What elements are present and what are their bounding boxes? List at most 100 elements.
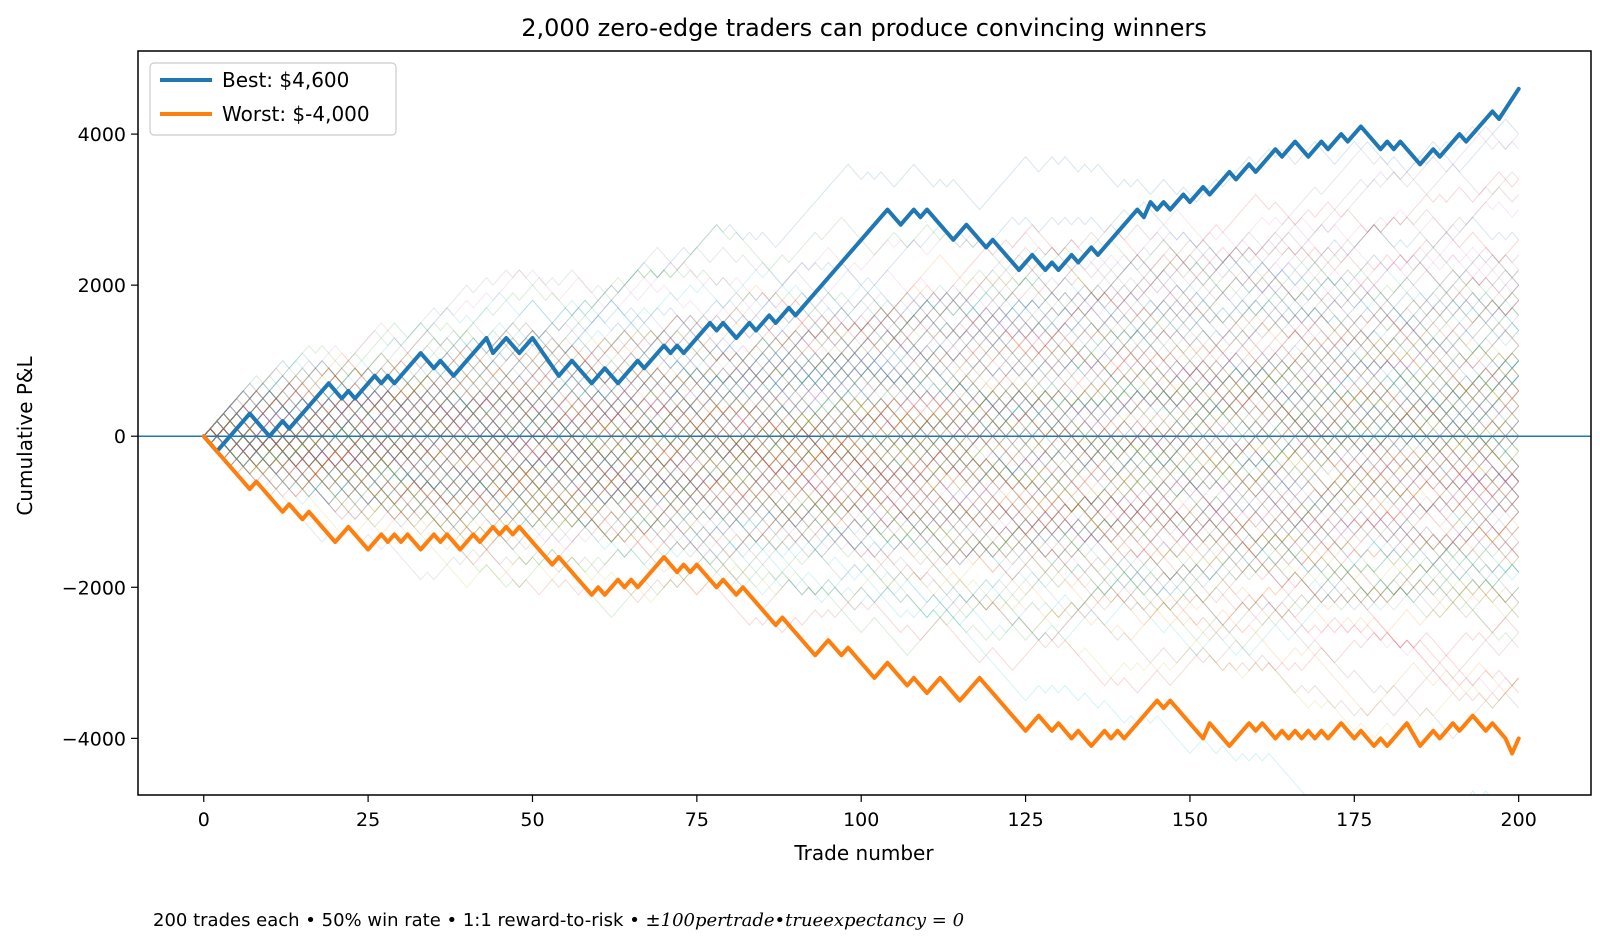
trader-path (203, 405, 1520, 498)
trader-path (203, 405, 1520, 611)
highlighted-series (201, 86, 1521, 756)
trader-path (203, 390, 1520, 551)
trader-path (203, 405, 1520, 611)
trader-path (203, 329, 1520, 468)
trader-path (203, 322, 1520, 513)
x-tick-label: 150 (1172, 809, 1208, 831)
trader-path (203, 420, 1520, 573)
trader-path (203, 435, 1520, 649)
x-axis-ticks: 0 25 50 75 100 125 150 175 200 (198, 795, 1537, 831)
trader-path (203, 352, 1520, 468)
trader-path (203, 435, 1520, 717)
trader-path (203, 397, 1520, 528)
trader-path (203, 427, 1520, 566)
trader-path (203, 397, 1520, 551)
trader-path (203, 382, 1520, 604)
trader-path (203, 420, 1520, 619)
trader-path (203, 420, 1520, 543)
trader-path (203, 314, 1520, 453)
trader-path (203, 412, 1520, 641)
trader-path (203, 284, 1520, 437)
trader-path (203, 337, 1520, 497)
trader-path (203, 412, 1520, 521)
trader-path (203, 427, 1520, 513)
trader-path (203, 405, 1520, 521)
trader-path (203, 420, 1520, 505)
trader-path (203, 254, 1520, 437)
trader-path (203, 337, 1520, 483)
x-tick-label: 200 (1501, 809, 1537, 831)
trader-path (203, 405, 1520, 498)
trader-path (203, 382, 1520, 498)
trader-path (203, 375, 1520, 498)
trader-path (203, 390, 1520, 558)
trader-path (203, 239, 1520, 445)
x-tick-label: 100 (843, 809, 879, 831)
trader-path (203, 375, 1520, 521)
trader-path (203, 435, 1520, 566)
trader-path (203, 427, 1520, 566)
trader-path (203, 405, 1520, 528)
trader-path (203, 201, 1520, 437)
trader-path (203, 435, 1490, 795)
trader-path (203, 375, 1520, 543)
trader-path (203, 307, 1520, 505)
trader-path (203, 269, 1520, 445)
trader-path (203, 405, 1520, 490)
trader-path (203, 405, 1520, 551)
trader-path (203, 435, 1520, 657)
trader-path (203, 427, 1520, 573)
trader-path (203, 427, 1520, 740)
trader-path (203, 315, 1520, 453)
trader-path (203, 322, 1520, 505)
x-axis-label: Trade number (793, 841, 934, 865)
trader-path (203, 223, 1520, 437)
trader-path (203, 329, 1520, 475)
trader-path (203, 375, 1520, 460)
worst-trader-line (201, 434, 1521, 756)
trader-path (203, 435, 1520, 543)
trader-path (203, 390, 1520, 558)
trader-path (203, 352, 1520, 468)
trader-path (203, 427, 1520, 543)
trader-path (203, 291, 1520, 453)
trader-path (203, 276, 1520, 437)
y-tick-label: −4000 (62, 728, 126, 750)
trader-path (203, 405, 1520, 505)
trader-path (203, 435, 1520, 702)
trader-path (203, 329, 1520, 543)
trader-path (203, 254, 1520, 445)
trader-path (203, 420, 1520, 558)
trader-path (203, 420, 1520, 694)
trader-path (203, 186, 1520, 437)
x-tick-label: 25 (356, 809, 380, 831)
trader-path (203, 307, 1520, 453)
annotation-text: 200 trades each • 50% win rate • 1:1 rew… (153, 910, 661, 931)
trader-path (203, 427, 1520, 543)
trader-path (203, 405, 1520, 498)
trader-path (203, 390, 1520, 543)
trader-path (203, 435, 1520, 604)
trader-path (203, 412, 1520, 558)
trader-path (203, 329, 1520, 437)
trader-path (203, 246, 1520, 513)
trader-path (203, 435, 1520, 619)
trader-path (203, 397, 1520, 497)
trader-path (203, 344, 1520, 460)
trader-path (203, 291, 1520, 437)
chart-annotation: 200 trades each • 50% win rate • 1:1 rew… (153, 910, 964, 931)
plot-area (138, 86, 1591, 795)
trader-path (203, 382, 1520, 513)
trader-path (203, 246, 1520, 437)
trader-path (203, 405, 1520, 505)
trader-path (203, 405, 1520, 543)
trader-path (203, 397, 1520, 551)
trader-path (203, 329, 1520, 460)
trader-path (203, 352, 1520, 505)
trader-path (203, 427, 1520, 551)
trader-path (203, 322, 1520, 445)
legend-label-worst: Worst: $-4,000 (222, 102, 370, 126)
trader-path (203, 412, 1520, 551)
y-tick-label: 0 (114, 426, 126, 448)
